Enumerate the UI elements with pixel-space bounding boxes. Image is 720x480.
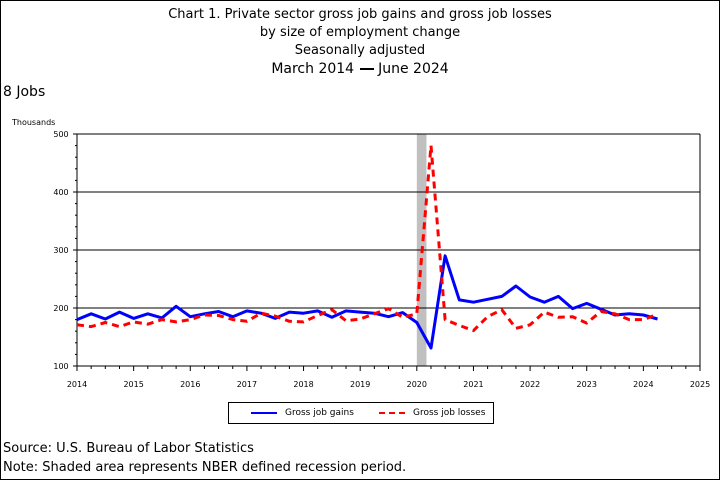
y-tick-label-500: 500 [53, 130, 68, 139]
y-tick-label-200: 200 [53, 304, 68, 313]
legend-label-losses: Gross job losses [413, 408, 486, 418]
title-line-1: Chart 1. Private sector gross job gains … [168, 7, 552, 22]
legend-label-gains: Gross job gains [285, 408, 354, 418]
x-tick-label-2021: 2021 [463, 380, 483, 389]
legend-swatch-gains [251, 412, 277, 414]
chart-subtitle: 8 Jobs [3, 84, 46, 100]
recession-note: Note: Shaded area represents NBER define… [3, 460, 407, 475]
y-tick-label-100: 100 [53, 362, 68, 371]
title-line-3: Seasonally adjusted [294, 43, 426, 58]
x-tick-label-2018: 2018 [293, 380, 313, 389]
legend-item-gains: Gross job gains [251, 403, 354, 423]
date-start: March 2014 [271, 61, 355, 77]
y-tick-label-300: 300 [53, 246, 68, 255]
legend-item-losses: Gross job losses [379, 403, 485, 423]
date-range: March 2014 June 2024 [0, 60, 720, 79]
series-line-gross-job-losses [76, 144, 659, 333]
title-line-2: by size of employment change [259, 25, 461, 40]
chart-legend: Gross job gains Gross job losses [228, 402, 494, 424]
x-tick-label-2019: 2019 [350, 380, 370, 389]
x-tick-label-2024: 2024 [633, 380, 653, 389]
x-tick-label-2014: 2014 [67, 380, 87, 389]
x-tick-label-2015: 2015 [123, 380, 143, 389]
source-note: Source: U.S. Bureau of Labor Statistics [3, 441, 254, 456]
date-end: June 2024 [378, 61, 449, 77]
x-tick-label-2023: 2023 [577, 380, 597, 389]
x-tick-label-2016: 2016 [180, 380, 200, 389]
x-tick-label-2025: 2025 [690, 380, 710, 389]
x-tick-label-2022: 2022 [520, 380, 540, 389]
chart-title: Chart 1. Private sector gross job gains … [0, 6, 720, 79]
x-tick-label-2017: 2017 [237, 380, 257, 389]
x-tick-label-2020: 2020 [407, 380, 427, 389]
date-range-dash [360, 68, 375, 70]
y-axis-units-label: Thousands [12, 118, 56, 127]
legend-swatch-losses [379, 412, 405, 414]
y-tick-label-400: 400 [53, 188, 68, 197]
series-line-gross-job-gains [76, 254, 658, 350]
